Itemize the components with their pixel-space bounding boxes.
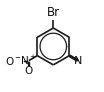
Text: O: O [25, 66, 33, 76]
Text: N: N [74, 56, 82, 66]
Text: N$^+$: N$^+$ [20, 54, 37, 67]
Text: Br: Br [47, 6, 60, 19]
Text: O$^-$: O$^-$ [5, 55, 22, 67]
